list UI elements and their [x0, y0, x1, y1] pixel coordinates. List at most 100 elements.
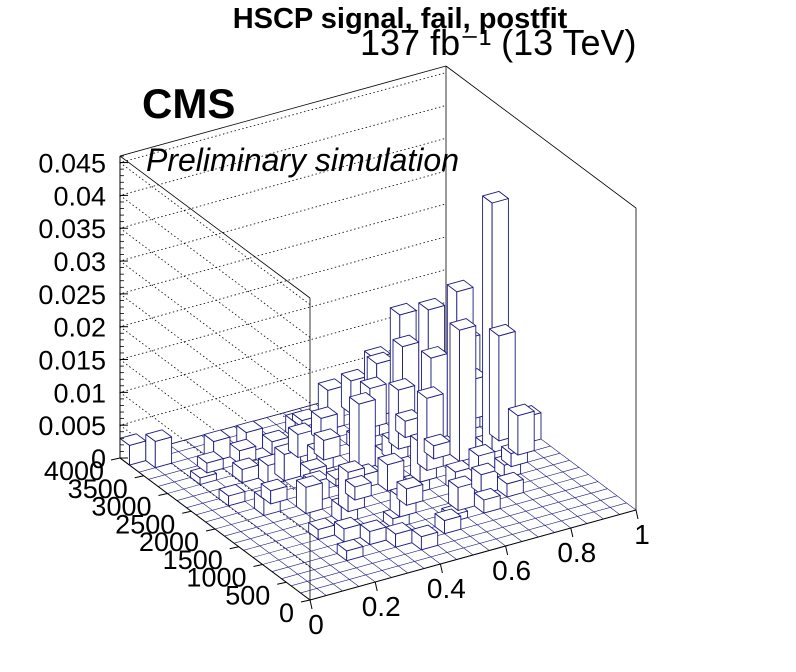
bar-top	[232, 457, 259, 470]
bar	[308, 517, 335, 540]
z-tick-label: 0.005	[38, 411, 106, 441]
experiment-label: CMS	[142, 80, 236, 127]
y-tick	[205, 528, 216, 532]
bar-top	[119, 433, 147, 446]
bar	[471, 462, 498, 495]
bar-top	[203, 429, 231, 443]
bar	[396, 476, 424, 506]
bar-top	[448, 475, 475, 488]
bar-top	[229, 438, 257, 452]
bar	[385, 522, 413, 548]
bar-top	[287, 422, 315, 435]
y-tick	[134, 475, 144, 479]
x-tick-label: 0.6	[492, 555, 531, 586]
bar-top	[418, 297, 446, 311]
status-label: Preliminary simulation	[146, 142, 459, 178]
bar-top	[395, 409, 422, 422]
x-tick	[309, 599, 313, 610]
bar-top	[497, 471, 524, 485]
bar-top	[349, 392, 376, 405]
x-tick-label: 0.4	[427, 573, 466, 604]
y-tick	[253, 564, 263, 567]
bar-top	[446, 279, 474, 293]
bar	[349, 392, 376, 471]
x-tick	[570, 527, 574, 538]
x-tick	[439, 563, 443, 574]
x-axis-line	[309, 509, 637, 601]
luminosity-label: 137 fb⁻¹ (13 TeV)	[360, 22, 637, 63]
bar-top	[388, 378, 416, 391]
bar-top	[296, 475, 323, 488]
y-tick	[110, 457, 121, 461]
y-tick	[277, 581, 287, 585]
bar-top	[218, 483, 246, 497]
bar-top	[416, 386, 444, 399]
bar-top	[334, 516, 361, 530]
z-tick-label: 0.035	[38, 214, 106, 244]
z-tick-label: 0.04	[53, 181, 106, 211]
y-tick	[182, 510, 192, 514]
bar	[145, 429, 173, 469]
bar-top	[236, 420, 264, 434]
bar-top	[389, 302, 417, 316]
z-tick-label: 0.03	[53, 247, 106, 277]
bar-top	[473, 487, 501, 501]
bar-face	[426, 393, 444, 471]
bar-top	[421, 346, 448, 359]
z-tick-label: 0	[91, 444, 106, 474]
bar-top	[340, 368, 368, 382]
bar-top	[366, 351, 394, 365]
x-tick-label: 1	[634, 519, 650, 550]
bar-top	[262, 429, 289, 443]
x-tick-label: 0.2	[362, 591, 401, 622]
bar-top	[377, 452, 405, 466]
floor-gridline	[290, 495, 618, 587]
z-tick-label: 0.015	[38, 346, 106, 376]
bar	[296, 475, 323, 515]
bar-top	[411, 524, 439, 538]
bar	[448, 475, 475, 511]
z-tick-label: 0.025	[38, 280, 106, 310]
title-box: HSCP signal, fail, postfit	[190, 0, 610, 38]
bar-face	[449, 322, 460, 462]
bar-top	[385, 522, 413, 535]
y-tick-label: 3000	[91, 492, 151, 522]
bar-top	[359, 376, 387, 389]
bar	[497, 471, 524, 498]
bar-top	[468, 443, 496, 457]
bar-face	[349, 396, 360, 471]
bar-top	[471, 462, 498, 476]
bar-face	[517, 410, 535, 456]
bar	[334, 516, 361, 543]
y-tick-label: 2000	[139, 527, 199, 557]
bar-top	[145, 429, 173, 442]
bar-top	[392, 334, 420, 348]
bar-face	[459, 325, 477, 462]
plot-title: HSCP signal, fail, postfit	[232, 3, 568, 35]
bar	[336, 538, 364, 562]
bar-top	[449, 318, 477, 331]
frame-edge	[119, 65, 447, 157]
bar	[449, 318, 477, 462]
bar-face	[154, 436, 173, 469]
bar	[507, 403, 535, 456]
bar	[473, 487, 501, 514]
bar-face	[305, 482, 323, 515]
x-tick	[374, 581, 378, 592]
bar-top	[308, 517, 335, 531]
bar-face	[416, 390, 428, 471]
bar	[416, 386, 444, 471]
bar-top	[507, 403, 535, 417]
bar-top	[313, 428, 341, 441]
bar-layer	[119, 190, 542, 562]
z-tick-label: 0.02	[53, 313, 106, 343]
bar-top	[344, 474, 372, 488]
bar	[260, 478, 288, 505]
bar-top	[423, 433, 451, 447]
x-tick-label: 0	[308, 609, 324, 640]
y-tick-label: 1500	[163, 545, 223, 575]
x-tick	[505, 545, 509, 556]
y-tick-label: 500	[225, 580, 270, 610]
z-tick-label: 0.01	[53, 378, 106, 408]
